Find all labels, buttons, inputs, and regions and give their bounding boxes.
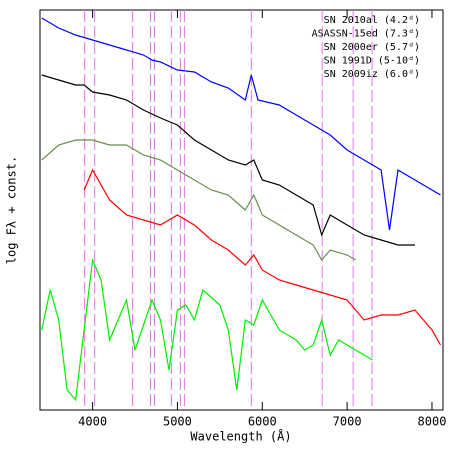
legend-entry: SN 1991D (5-10ᵈ) <box>324 56 420 67</box>
x-tick-label: 8000 <box>418 415 447 429</box>
y-axis-label: log Fλ + const. <box>5 156 19 264</box>
x-tick-label: 4000 <box>78 415 107 429</box>
spectrum-line <box>83 168 442 346</box>
spectrum-line <box>41 139 356 262</box>
x-tick-label: 5000 <box>163 415 192 429</box>
legend-entry: SN 2010al (4.2ᵈ) <box>324 15 420 26</box>
legend-entry: SN 2009iz (6.0ᵈ) <box>324 69 420 80</box>
spectrum-line <box>41 74 415 246</box>
x-tick-label: 7000 <box>333 415 362 429</box>
x-axis-label: Wavelength (Å) <box>190 429 291 444</box>
spectrum-line <box>41 257 373 402</box>
spectrum-line <box>41 17 441 231</box>
legend-entry: ASASSN-15ed (7.3ᵈ) <box>312 29 420 40</box>
legend-entry: SN 2000er (5.7ᵈ) <box>324 42 420 53</box>
plot-frame <box>39 9 444 411</box>
x-tick-label: 6000 <box>248 415 277 429</box>
